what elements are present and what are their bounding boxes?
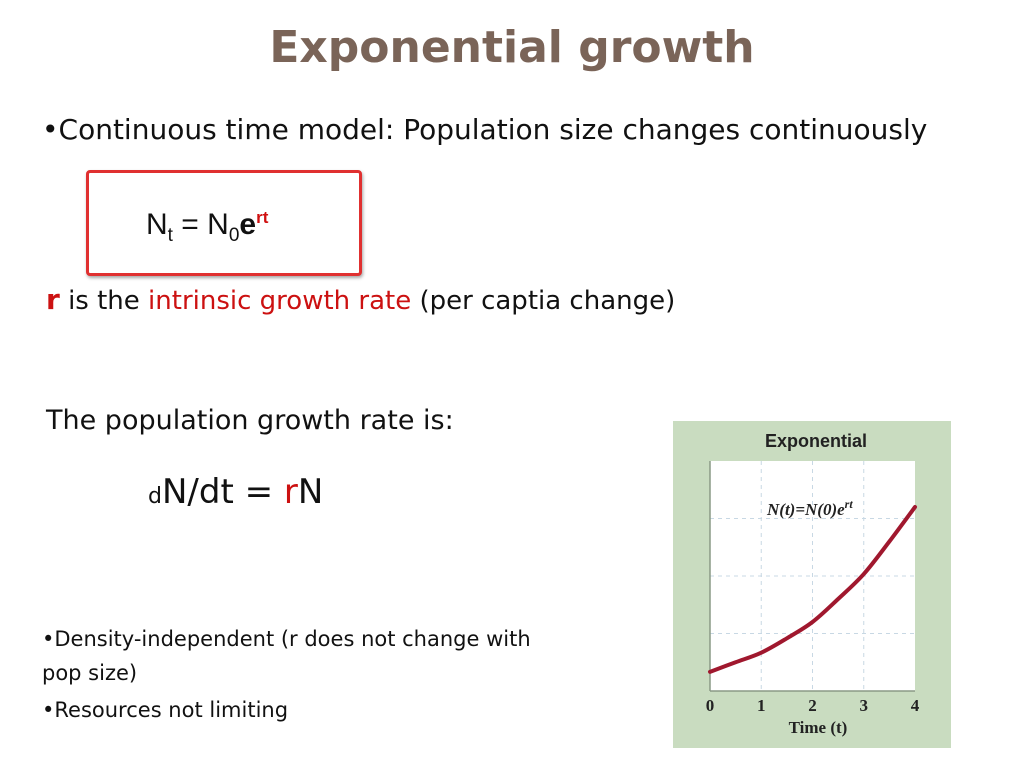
- r-definition: r is the intrinsic growth rate (per capt…: [46, 283, 676, 316]
- exponential-figure: Exponential N(t)=N(0)ert 0 1 2 3 4 Time (t): [673, 421, 951, 748]
- x-tick-label: 0: [706, 696, 715, 715]
- x-tick-label: 1: [757, 696, 766, 715]
- bullet-resources: •Resources not limiting: [42, 698, 289, 722]
- exponential-equation: Nt = N0ert: [146, 208, 269, 246]
- x-tick-label: 4: [911, 696, 920, 715]
- exponential-chart: Exponential N(t)=N(0)ert 0 1 2 3 4 Time (t): [706, 431, 920, 737]
- chart-title: Exponential: [765, 431, 867, 451]
- x-tick-label: 2: [808, 696, 817, 715]
- x-tick-label: 3: [860, 696, 869, 715]
- equation-box: [86, 170, 362, 276]
- bullet-density-independent: •Density-independent (r does not change …: [42, 627, 531, 685]
- slide-title: Exponential growth: [269, 22, 755, 73]
- chart-formula: N(t)=N(0)ert: [766, 497, 853, 519]
- exponential-curve: [708, 505, 917, 674]
- x-axis-label: Time (t): [789, 718, 848, 737]
- bullet-continuous-time: •Continuous time model: Population size …: [42, 113, 928, 146]
- growth-rate-equation: dN/dt = rN: [148, 472, 324, 512]
- population-growth-label: The population growth rate is:: [46, 405, 454, 436]
